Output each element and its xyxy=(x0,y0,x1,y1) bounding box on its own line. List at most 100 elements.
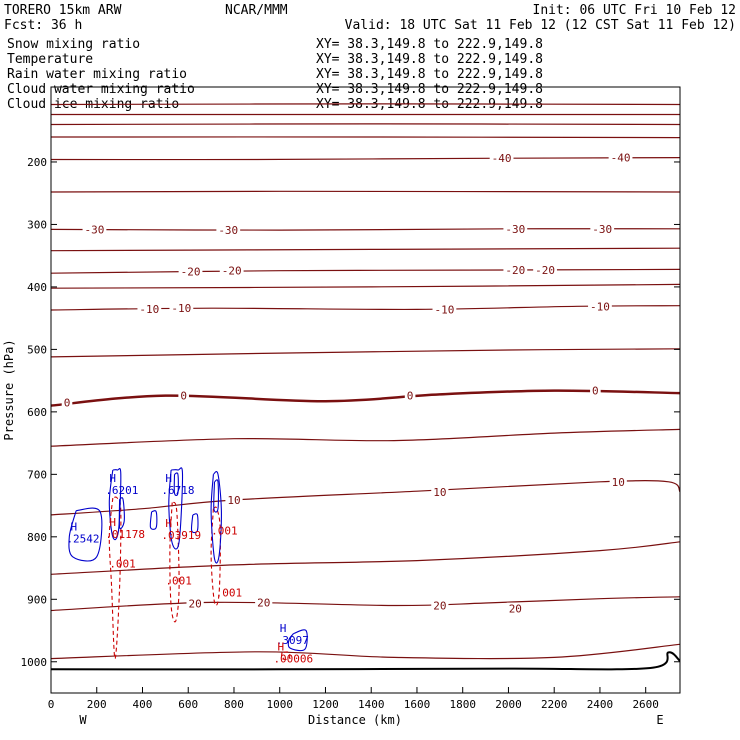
isotherm-label: -40 xyxy=(492,152,512,165)
cloud-contour xyxy=(213,479,219,513)
isotherm-label: -20 xyxy=(535,264,555,277)
isotherm-label: -10 xyxy=(434,303,454,316)
x-tick-label: 0 xyxy=(48,698,55,711)
cloud-contour xyxy=(149,510,158,530)
isotherm-label: 0 xyxy=(407,390,414,403)
isotherm-label: 10 xyxy=(612,476,625,489)
valid-label: Valid: 18 UTC Sat 11 Feb 12 (12 CST Sat … xyxy=(345,18,736,33)
maximum-value: .03919 xyxy=(161,529,201,542)
maximum-marker: H xyxy=(165,517,172,530)
maximum-marker: H xyxy=(277,641,284,654)
isotherm-line xyxy=(51,190,680,193)
isotherm-line xyxy=(51,480,680,516)
y-tick-label: 700 xyxy=(27,468,47,481)
isotherm-label-bg xyxy=(61,396,73,408)
isotherm-label: 0 xyxy=(64,396,71,409)
isotherm-label-bg xyxy=(219,264,244,276)
contour-label-layer: -40 -40-30 -30 -30 -30-20 -20 -20 -20-10 -10 -10-… xyxy=(61,151,633,666)
y-tick-label: 900 xyxy=(27,593,47,606)
x-tick-label: 1800 xyxy=(449,698,476,711)
isotherm-label: 0 xyxy=(180,390,187,403)
init-label: Init: 06 UTC Fri 10 Feb 12 xyxy=(533,3,737,18)
isotherm-label: 0 xyxy=(592,385,599,398)
cloud-contour xyxy=(173,472,179,496)
legend-field-name: Temperature xyxy=(7,52,93,67)
isotherm-label-bg xyxy=(178,265,203,277)
isotherm-line xyxy=(51,123,680,126)
isotherm-label: 10 xyxy=(227,494,240,507)
isotherm-label-bg xyxy=(533,264,557,276)
isotherm-label: 20 xyxy=(188,598,201,611)
isotherm-label-bg xyxy=(608,151,633,163)
plot-area: -40 -40-30 -30 -30 -30-20 -20 -20 -20-10 -10 -10-… xyxy=(21,86,681,711)
isotherm-label-bg xyxy=(506,602,524,614)
isotherm-label-bg xyxy=(186,597,204,609)
legend-field-name: Rain water mixing ratio xyxy=(7,67,187,82)
isotherm-line xyxy=(51,136,680,139)
isotherm-layer xyxy=(51,103,680,671)
isotherm-label-bg xyxy=(82,223,107,235)
cloud-contour xyxy=(210,471,222,564)
y-tick-label: 300 xyxy=(27,218,47,231)
isotherm-label-bg xyxy=(137,302,162,314)
maximum-value: .6201 xyxy=(105,484,138,497)
legend-field-xy: XY= 38.3,149.8 to 222.9,149.8 xyxy=(316,52,543,67)
maximum-marker: H xyxy=(165,472,172,485)
axis-ticks: 0 200 400 600 800 1000 1200 1400 1600 1800 2000 220… xyxy=(21,156,680,711)
terrain-line xyxy=(51,651,680,671)
isotherm-label-bg xyxy=(432,303,457,315)
cloud-contour xyxy=(168,467,184,550)
isotherm-label: -10 xyxy=(590,300,610,313)
isotherm-label-bg xyxy=(609,475,627,487)
isotherm-label: -20 xyxy=(181,265,201,278)
isotherm-label: -10 xyxy=(171,302,191,315)
isotherm-label-bg xyxy=(216,224,241,236)
cloud-contour xyxy=(190,513,199,534)
model-label: TORERO 15km ARW xyxy=(4,3,122,18)
x-tick-label: 800 xyxy=(224,698,244,711)
y-tick-label: 800 xyxy=(27,531,47,544)
rain-contour-label: .001 xyxy=(109,558,136,571)
isotherm-label-bg xyxy=(590,384,601,396)
isotherm-label-bg xyxy=(169,302,194,314)
isotherm-label: -20 xyxy=(505,264,525,277)
isotherm-label-bg xyxy=(225,493,243,505)
maximum-marker: H xyxy=(280,622,287,635)
isotherm-line xyxy=(51,228,680,231)
isotherm-label: -40 xyxy=(611,152,631,165)
x-tick-label: 600 xyxy=(178,698,198,711)
isotherm-label-bg xyxy=(588,300,612,312)
legend-field-xy: XY= 38.3,149.8 to 222.9,149.8 xyxy=(316,37,543,52)
isotherm-label-bg xyxy=(503,222,528,234)
isotherm-line xyxy=(51,103,680,106)
y-tick-label: 500 xyxy=(27,343,47,356)
maximum-marker: H xyxy=(70,521,77,534)
isotherm-line xyxy=(51,348,680,358)
maximum-value: .00006 xyxy=(273,653,313,666)
x-tick-label: 2600 xyxy=(632,698,659,711)
rain-contour xyxy=(108,496,122,660)
x-axis-west-label: W xyxy=(79,713,87,727)
rain-contour-label: .001 xyxy=(211,525,238,538)
isotherm-line xyxy=(51,541,680,575)
isotherm-label: -10 xyxy=(139,303,159,316)
x-tick-label: 2200 xyxy=(541,698,568,711)
x-tick-label: 2400 xyxy=(587,698,614,711)
x-tick-label: 1200 xyxy=(312,698,339,711)
isotherm-label-bg xyxy=(431,485,449,497)
isotherm-line xyxy=(51,596,680,612)
isotherm-line xyxy=(51,268,680,274)
isotherm-label: 20 xyxy=(433,600,446,613)
rain-contour-layer xyxy=(108,496,291,660)
cloud-contour-layer xyxy=(68,467,308,652)
isotherm-label-bg xyxy=(590,222,615,234)
plot-frame xyxy=(50,86,681,694)
cloud-contour xyxy=(287,629,308,652)
forecast-label: Fcst: 36 h xyxy=(4,18,82,33)
y-axis-title: Pressure (hPa) xyxy=(2,339,16,440)
cloud-contour xyxy=(108,468,122,541)
cloud-contour xyxy=(68,507,103,562)
isotherm-label: -30 xyxy=(85,223,105,236)
legend-field-xy: XY= 38.3,149.8 to 222.9,149.8 xyxy=(316,82,543,97)
